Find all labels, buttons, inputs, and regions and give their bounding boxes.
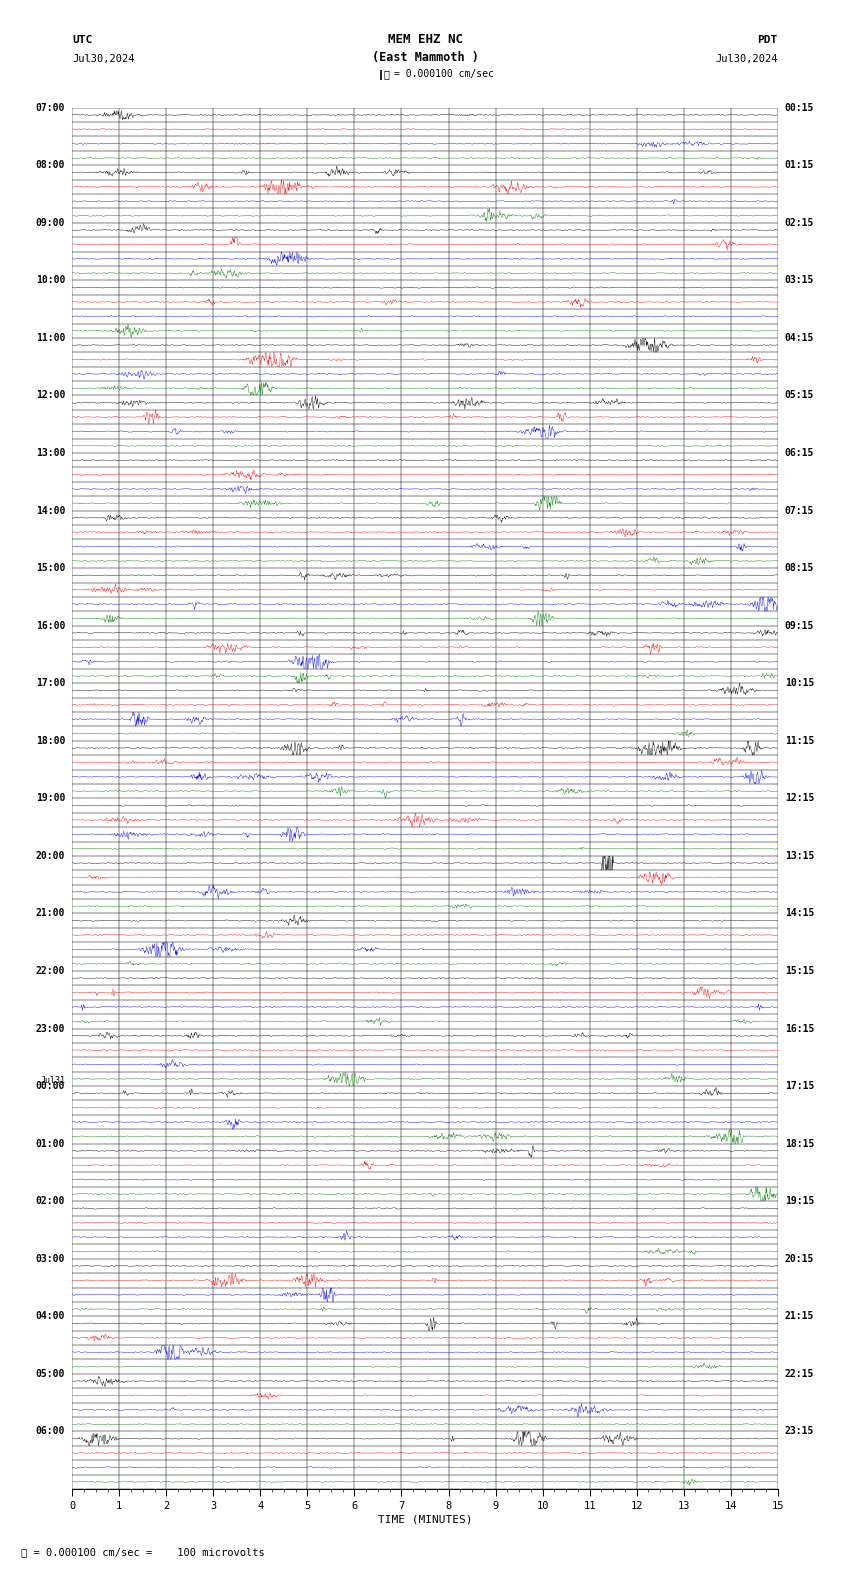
Text: PDT: PDT — [757, 35, 778, 44]
Text: 22:15: 22:15 — [785, 1369, 814, 1378]
Text: 04:00: 04:00 — [36, 1312, 65, 1321]
Text: 01:15: 01:15 — [785, 160, 814, 169]
Text: 08:00: 08:00 — [36, 160, 65, 169]
Text: 08:15: 08:15 — [785, 564, 814, 573]
Text: 22:00: 22:00 — [36, 966, 65, 976]
Text: 17:00: 17:00 — [36, 678, 65, 687]
Text: 06:00: 06:00 — [36, 1427, 65, 1437]
Text: = 0.000100 cm/sec: = 0.000100 cm/sec — [394, 70, 493, 79]
Text: 06:15: 06:15 — [785, 448, 814, 458]
Text: Jul30,2024: Jul30,2024 — [72, 54, 135, 63]
Text: 04:15: 04:15 — [785, 333, 814, 342]
Text: ⎹: ⎹ — [384, 70, 389, 79]
Text: 12:15: 12:15 — [785, 794, 814, 803]
Text: 09:15: 09:15 — [785, 621, 814, 630]
Text: 12:00: 12:00 — [36, 391, 65, 401]
Text: 05:15: 05:15 — [785, 391, 814, 401]
Text: UTC: UTC — [72, 35, 93, 44]
Text: 16:15: 16:15 — [785, 1023, 814, 1033]
Text: 15:00: 15:00 — [36, 564, 65, 573]
Text: 05:00: 05:00 — [36, 1369, 65, 1378]
Text: 10:00: 10:00 — [36, 276, 65, 285]
Text: 18:15: 18:15 — [785, 1139, 814, 1148]
Text: 01:00: 01:00 — [36, 1139, 65, 1148]
Text: 03:15: 03:15 — [785, 276, 814, 285]
Text: 19:00: 19:00 — [36, 794, 65, 803]
Text: 20:15: 20:15 — [785, 1255, 814, 1264]
Text: 02:00: 02:00 — [36, 1196, 65, 1205]
Text: 02:15: 02:15 — [785, 219, 814, 228]
Text: 16:00: 16:00 — [36, 621, 65, 630]
Text: 03:00: 03:00 — [36, 1255, 65, 1264]
Text: 14:15: 14:15 — [785, 909, 814, 919]
Text: MEM EHZ NC: MEM EHZ NC — [388, 33, 462, 46]
Text: 14:00: 14:00 — [36, 505, 65, 515]
Text: 00:00: 00:00 — [36, 1082, 65, 1091]
Text: Jul30,2024: Jul30,2024 — [715, 54, 778, 63]
Text: 11:15: 11:15 — [785, 737, 814, 746]
Text: 11:00: 11:00 — [36, 333, 65, 342]
Text: 20:00: 20:00 — [36, 851, 65, 860]
Text: 21:15: 21:15 — [785, 1312, 814, 1321]
Text: 07:00: 07:00 — [36, 103, 65, 112]
Text: (East Mammoth ): (East Mammoth ) — [371, 51, 479, 63]
Text: 21:00: 21:00 — [36, 909, 65, 919]
Text: 07:15: 07:15 — [785, 505, 814, 515]
Text: 13:15: 13:15 — [785, 851, 814, 860]
Text: 00:15: 00:15 — [785, 103, 814, 112]
Text: 18:00: 18:00 — [36, 737, 65, 746]
X-axis label: TIME (MINUTES): TIME (MINUTES) — [377, 1514, 473, 1525]
Text: 19:15: 19:15 — [785, 1196, 814, 1205]
Text: 10:15: 10:15 — [785, 678, 814, 687]
Text: 09:00: 09:00 — [36, 219, 65, 228]
Text: Jul31: Jul31 — [40, 1077, 65, 1085]
Text: ⎹ = 0.000100 cm/sec =    100 microvolts: ⎹ = 0.000100 cm/sec = 100 microvolts — [21, 1548, 265, 1557]
Text: 23:00: 23:00 — [36, 1023, 65, 1033]
Text: 15:15: 15:15 — [785, 966, 814, 976]
Text: 13:00: 13:00 — [36, 448, 65, 458]
Text: 23:15: 23:15 — [785, 1427, 814, 1437]
Text: 17:15: 17:15 — [785, 1082, 814, 1091]
